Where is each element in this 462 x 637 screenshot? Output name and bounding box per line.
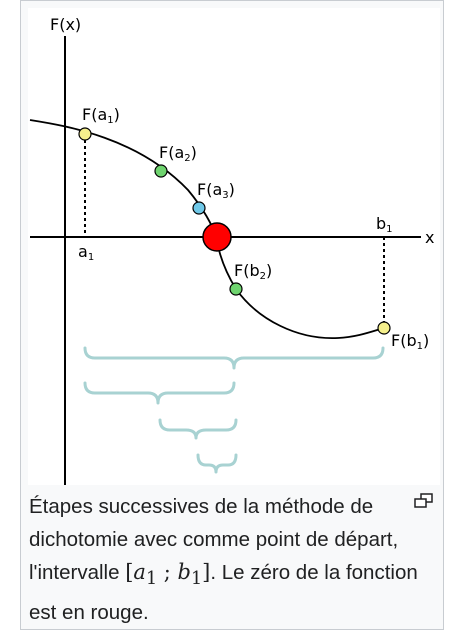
label-fb1: F(b1) <box>391 331 429 352</box>
interval-braces <box>83 346 385 474</box>
figure-caption: Étapes successives de la méthode de dich… <box>29 490 434 629</box>
point-fa2[interactable] <box>154 164 168 178</box>
point-fa1[interactable] <box>78 127 92 141</box>
magnify-clip-icon[interactable] <box>414 493 434 509</box>
function-curve <box>29 119 385 339</box>
dichotomy-figure[interactable]: F(x) x F(a1) F(a2) F(a3) F(b2) F(b1) a1 … <box>28 8 440 485</box>
point-fb2[interactable] <box>229 282 243 296</box>
root-point[interactable] <box>202 222 232 252</box>
label-b1: b1 <box>376 214 393 235</box>
y-axis-label: F(x) <box>50 15 81 34</box>
interval-a-sub: 1 <box>145 569 158 590</box>
interval-b-sub: 1 <box>190 569 203 590</box>
label-fa1: F(a1) <box>82 105 120 126</box>
caption-text-start: Étapes successives de la méthode de dich… <box>29 495 399 584</box>
point-fb1[interactable] <box>377 321 391 335</box>
interval-separator: ; <box>157 560 178 584</box>
interval-a: a <box>133 560 146 584</box>
x-axis-label: x <box>425 228 434 247</box>
label-fa2: F(a2) <box>159 143 197 164</box>
brace-interval-2 <box>83 381 236 405</box>
interval-close-bracket: ] <box>202 560 211 584</box>
label-fa3: F(a3) <box>197 180 235 201</box>
dichotomy-diagram: F(x) x F(a1) F(a2) F(a3) F(b2) F(b1) a1 … <box>29 15 434 485</box>
brace-interval-1 <box>83 346 385 370</box>
point-fa3[interactable] <box>192 201 206 215</box>
interval-b: b <box>177 560 191 584</box>
interval-open-bracket: [ <box>125 560 134 584</box>
caption-interval-math: [a1 ; b1] <box>125 560 211 589</box>
label-a1: a1 <box>78 242 94 263</box>
caption-text-end: . Le zéro de la fonction est en rouge. <box>29 561 418 625</box>
brace-interval-3 <box>158 418 238 440</box>
brace-interval-4 <box>196 453 238 474</box>
label-fb2: F(b2) <box>234 261 272 282</box>
